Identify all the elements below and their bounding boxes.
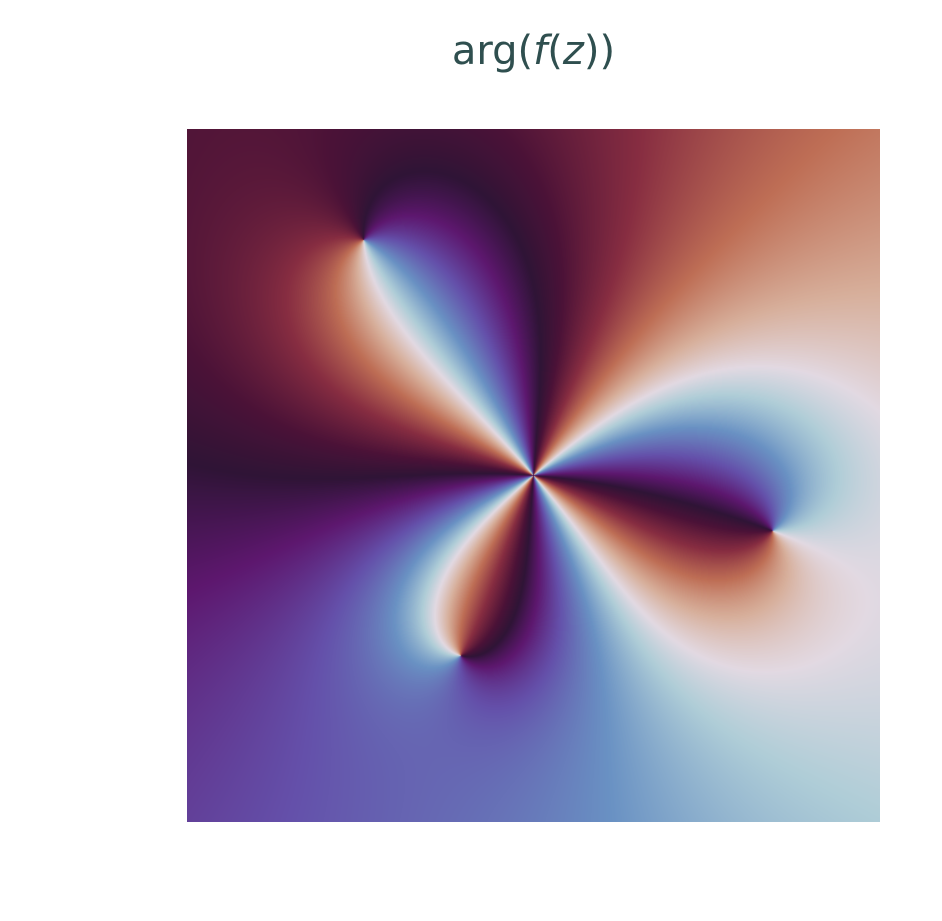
phase-image [187, 129, 880, 822]
phase-plot [187, 129, 880, 822]
chart-title: arg(f(z)) [451, 28, 616, 74]
